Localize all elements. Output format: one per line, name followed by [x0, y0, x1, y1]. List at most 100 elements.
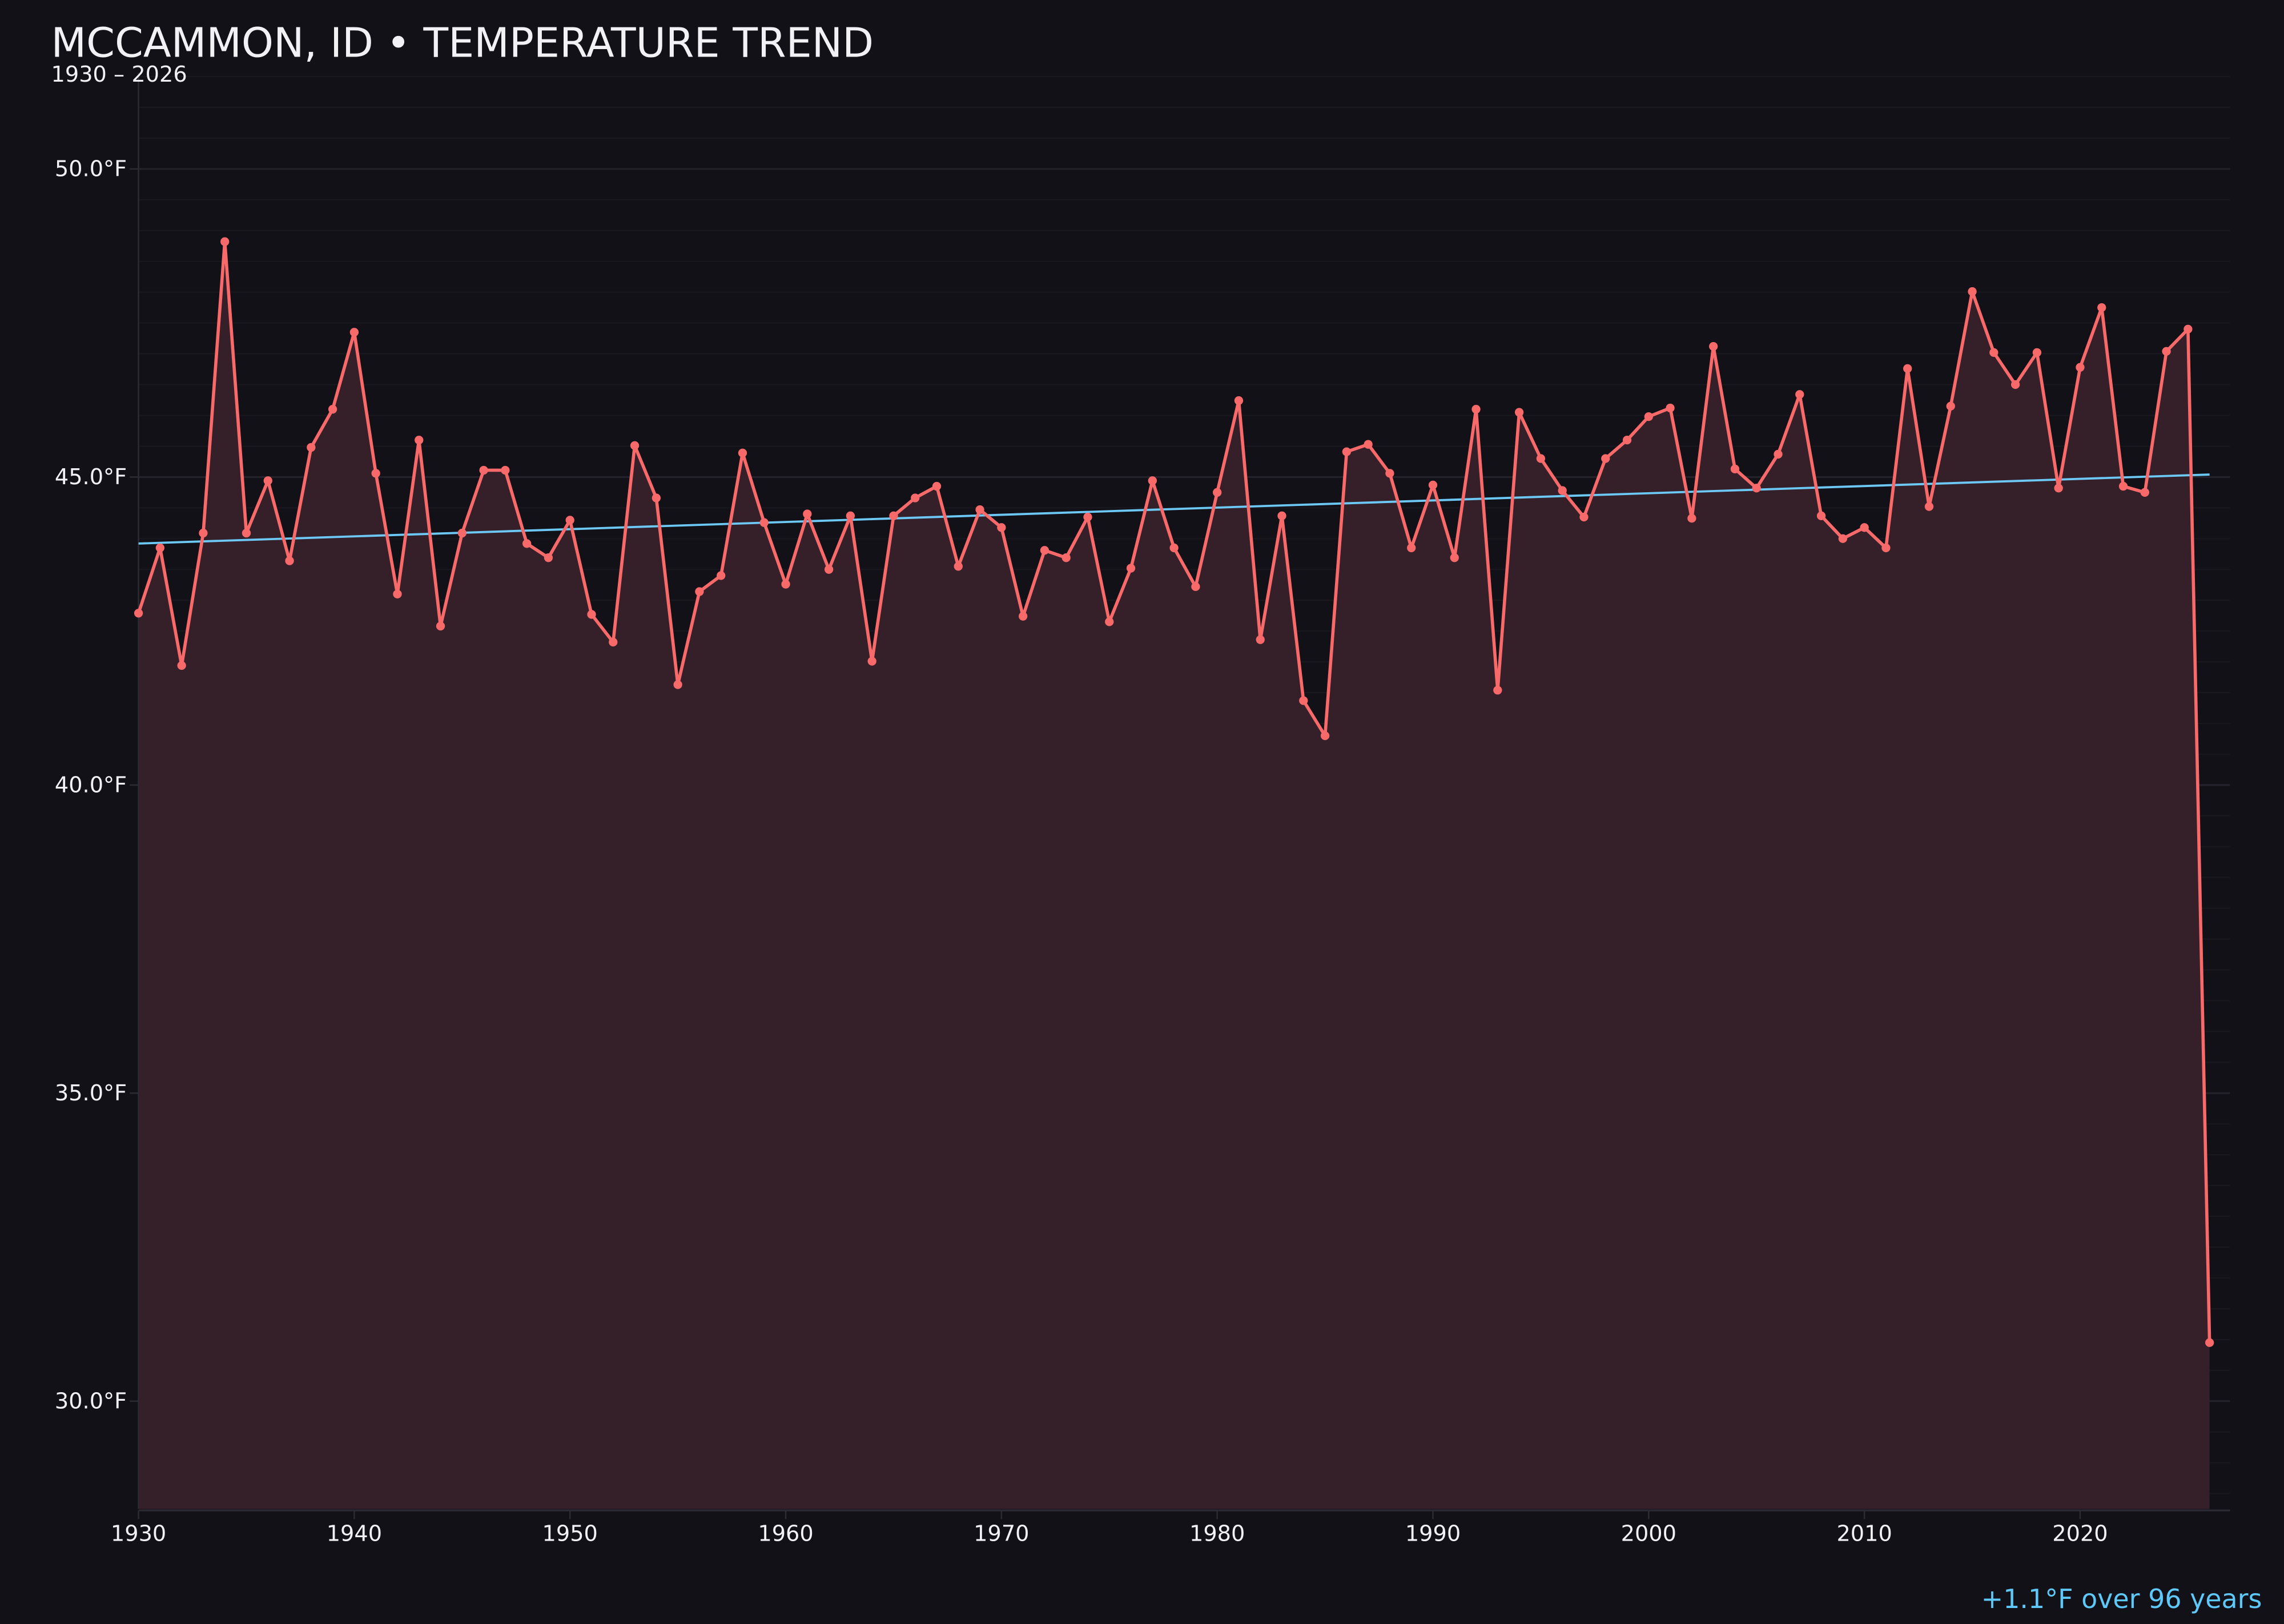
data-point [630, 441, 640, 450]
data-point [803, 509, 812, 518]
x-tick-label: 1950 [542, 1521, 598, 1547]
x-tick-label: 1990 [1405, 1521, 1461, 1547]
data-point [415, 435, 424, 445]
data-point [1946, 401, 1955, 411]
data-point [1903, 364, 1912, 373]
data-point [1428, 480, 1438, 490]
data-point [349, 328, 359, 337]
data-point [1299, 696, 1308, 705]
data-point [522, 539, 532, 548]
x-tick-label: 1970 [974, 1521, 1029, 1547]
data-point [1687, 513, 1696, 523]
data-point [544, 553, 553, 562]
data-point [932, 481, 942, 491]
data-point [1536, 454, 1546, 463]
data-point [1234, 396, 1244, 405]
data-point [1277, 511, 1286, 520]
trend-annotation: +1.1°F over 96 years [1981, 1583, 2262, 1614]
x-tick-label: 1980 [1189, 1521, 1245, 1547]
data-point [1493, 686, 1502, 695]
data-point [2118, 481, 2128, 491]
data-point [1774, 449, 1783, 459]
data-point [134, 609, 143, 618]
y-tick-labels: 30.0°F 35.0°F 40.0°F 45.0°F 50.0°F [55, 156, 127, 1414]
x-tick-label: 1930 [111, 1521, 166, 1547]
data-point [889, 511, 898, 520]
data-point [2205, 1338, 2214, 1347]
data-point [2097, 303, 2106, 312]
data-point [177, 661, 186, 670]
data-point [587, 610, 596, 619]
data-point [2140, 488, 2149, 497]
data-point [1558, 486, 1567, 495]
data-point [1471, 405, 1481, 414]
data-point [2032, 348, 2042, 357]
data-point [1644, 412, 1653, 421]
data-point [738, 448, 747, 457]
x-tick-label: 1960 [758, 1521, 813, 1547]
data-point [975, 505, 984, 514]
data-point [1191, 582, 1200, 592]
x-tick-label: 2000 [1621, 1521, 1676, 1547]
data-point [1666, 403, 1675, 413]
data-point [1061, 553, 1071, 562]
data-point [1838, 534, 1848, 543]
data-point [609, 637, 618, 647]
data-point [717, 571, 726, 580]
data-point [1752, 484, 1761, 493]
y-tick-label: 30.0°F [55, 1389, 127, 1414]
data-point [393, 589, 402, 598]
data-point [867, 657, 876, 666]
data-point [436, 621, 445, 631]
area-fill [138, 242, 2210, 1509]
data-point [220, 237, 230, 246]
data-point [954, 562, 963, 571]
data-point [1148, 476, 1157, 485]
x-tick-label: 2010 [1836, 1521, 1892, 1547]
data-point [371, 469, 380, 478]
y-tick-label: 35.0°F [55, 1080, 127, 1106]
data-point [1601, 454, 1610, 463]
data-point [1256, 635, 1265, 644]
data-point [759, 518, 769, 527]
data-point [307, 443, 316, 452]
data-point [263, 476, 272, 485]
data-point [1514, 408, 1524, 417]
x-tick-label: 1940 [327, 1521, 382, 1547]
data-point [457, 528, 467, 538]
data-point [199, 528, 208, 538]
data-point [1989, 348, 1998, 357]
data-point [1968, 287, 1977, 296]
data-point [2162, 347, 2171, 356]
x-tick-label: 2020 [2052, 1521, 2108, 1547]
data-point [2076, 363, 2085, 372]
trend-line [138, 473, 2210, 545]
data-point [781, 580, 790, 589]
data-point [846, 511, 855, 520]
axes [130, 73, 2230, 1520]
data-point [2184, 324, 2193, 334]
data-point [1040, 546, 1049, 555]
data-point [673, 680, 682, 689]
data-point [2054, 484, 2063, 493]
data-point [1320, 731, 1330, 741]
data-point [1169, 543, 1179, 553]
y-tick-label: 50.0°F [55, 156, 127, 182]
x-tick-labels: 1930 1940 1950 1960 1970 1980 1990 2000 2010 2020 [111, 1521, 2108, 1547]
data-point [1709, 341, 1718, 351]
data-point [824, 565, 834, 574]
data-point [479, 465, 488, 475]
data-point [1860, 523, 1869, 532]
data-point [1213, 488, 1222, 497]
data-point [1105, 617, 1114, 626]
data-point [1924, 502, 1934, 511]
data-point [285, 556, 294, 565]
data-point [1795, 390, 1804, 399]
data-point [911, 493, 920, 503]
data-point [1342, 447, 1352, 456]
data-point [2010, 380, 2020, 389]
data-point [1622, 435, 1632, 445]
data-point [1364, 440, 1373, 449]
data-point [242, 528, 251, 538]
data-point [328, 405, 337, 414]
